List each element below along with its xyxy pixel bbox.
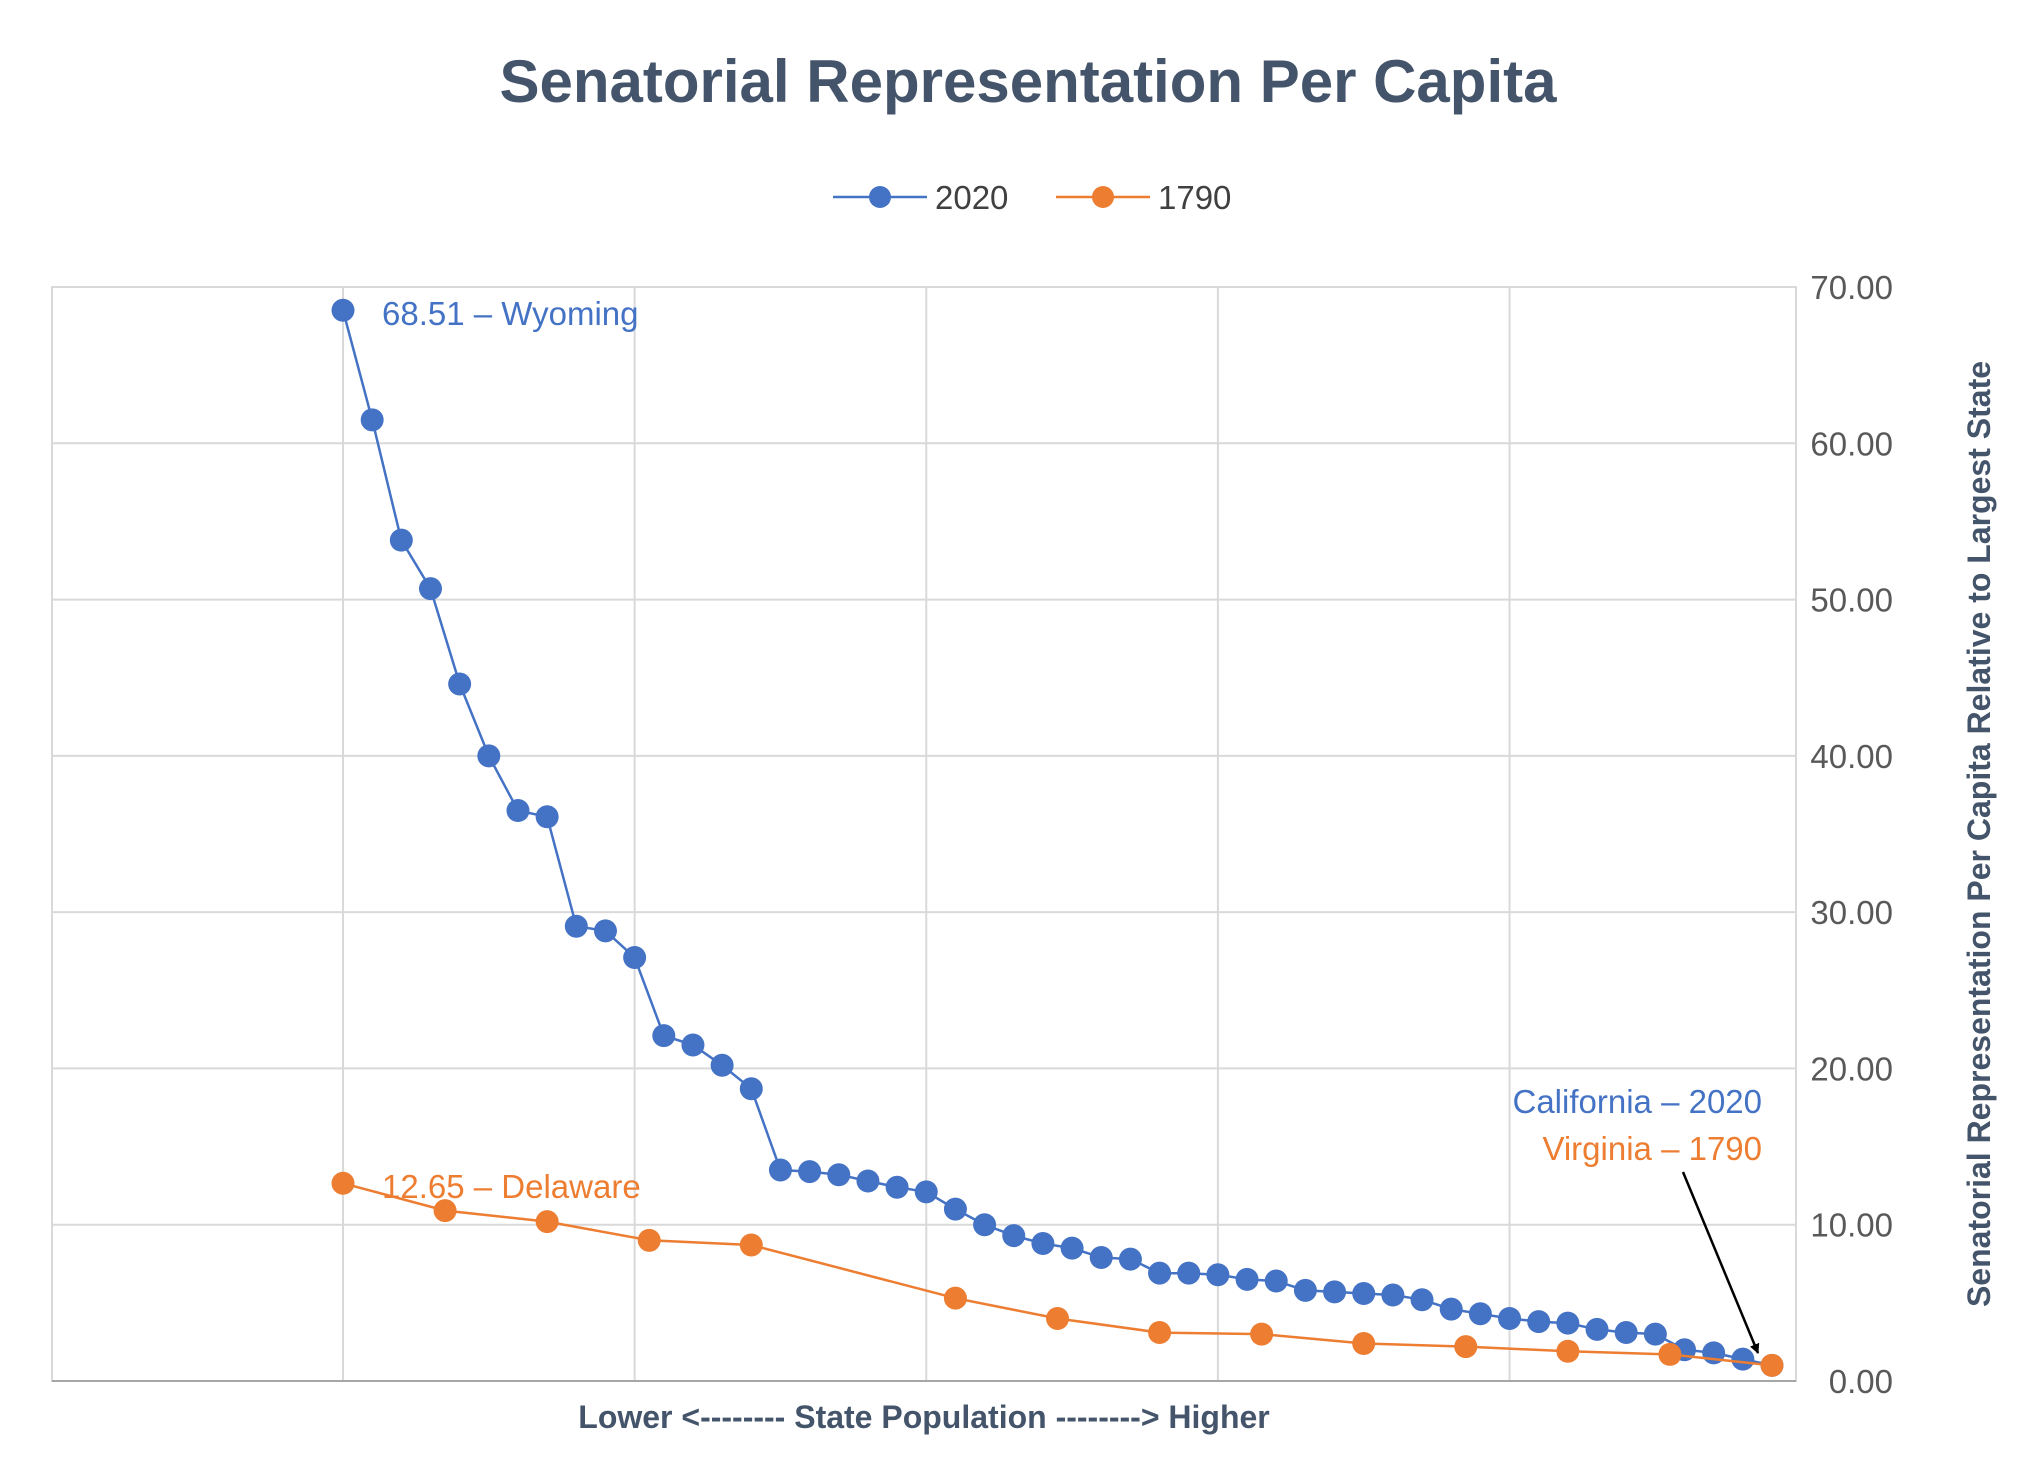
series-line-2020: [341, 309, 1773, 1367]
data-point-2020: [798, 1160, 822, 1184]
series-line-1790: [342, 1182, 1773, 1367]
data-point-2020: [448, 672, 472, 696]
y-tick-label: 50.00: [1810, 582, 1893, 619]
annotation-virginia: Virginia – 1790: [1542, 1130, 1762, 1167]
data-point-2020: [681, 1033, 705, 1057]
data-point-2020: [1031, 1231, 1055, 1255]
legend-marker-2020: [869, 186, 891, 208]
data-point-2020: [1439, 1297, 1463, 1321]
data-point-2020: [1235, 1267, 1259, 1291]
data-point-2020: [1352, 1281, 1376, 1305]
data-point-2020: [768, 1158, 792, 1182]
data-point-2020: [623, 945, 647, 969]
data-point-2020: [710, 1053, 734, 1077]
data-point-2020: [1089, 1246, 1113, 1270]
data-point-2020: [564, 914, 588, 938]
data-point-2020: [914, 1180, 938, 1204]
data-point-2020: [1556, 1311, 1580, 1335]
data-point-2020: [1060, 1236, 1084, 1260]
data-point-2020: [1264, 1269, 1288, 1293]
data-point-1790: [535, 1210, 559, 1234]
data-point-1790: [1352, 1331, 1376, 1355]
annotation-california: California – 2020: [1513, 1083, 1763, 1120]
legend: 2020 1790: [833, 179, 1231, 216]
data-point-2020: [1293, 1278, 1317, 1302]
x-axis-title: Lower <-------- State Population -------…: [578, 1399, 1269, 1435]
data-point-2020: [652, 1024, 676, 1048]
data-point-2020: [943, 1197, 967, 1221]
legend-marker-1790: [1092, 186, 1114, 208]
data-point-2020: [1118, 1247, 1142, 1271]
y-tick-label: 10.00: [1810, 1207, 1893, 1244]
series-layer: [331, 298, 1784, 1377]
data-point-1790: [1556, 1339, 1580, 1363]
legend-item-1790: 1790: [1056, 179, 1231, 216]
y-tick-label: 30.00: [1810, 894, 1893, 931]
data-point-2020: [1002, 1224, 1026, 1248]
data-point-2020: [389, 528, 413, 552]
annotation-arrow: [1681, 1171, 1760, 1354]
data-point-1790: [1046, 1306, 1069, 1330]
data-point-2020: [1323, 1280, 1347, 1304]
y-axis-title: Senatorial Representation Per Capita Rel…: [1961, 361, 1997, 1307]
y-tick-label: 70.00: [1810, 269, 1893, 306]
data-point-2020: [593, 919, 617, 943]
data-point-2020: [1498, 1306, 1522, 1330]
y-tick-label: 0.00: [1829, 1363, 1893, 1400]
data-point-2020: [1468, 1302, 1492, 1326]
y-tick-label: 40.00: [1810, 738, 1893, 775]
legend-item-2020: 2020: [833, 179, 1008, 216]
data-point-1790: [1760, 1353, 1784, 1377]
data-point-2020: [973, 1213, 997, 1237]
data-point-2020: [418, 577, 442, 601]
data-point-1790: [1148, 1321, 1172, 1345]
plot-area: [51, 286, 1797, 1382]
data-point-2020: [1585, 1317, 1609, 1341]
y-tick-label: 60.00: [1810, 425, 1893, 462]
data-point-2020: [1614, 1321, 1638, 1345]
data-point-1790: [739, 1233, 763, 1257]
data-point-2020: [506, 799, 530, 823]
data-point-2020: [827, 1163, 851, 1187]
data-point-2020: [739, 1077, 763, 1101]
legend-label-2020: 2020: [935, 179, 1008, 216]
data-point-2020: [477, 744, 501, 768]
data-point-1790: [1454, 1335, 1478, 1359]
series-1790: [331, 1171, 1784, 1377]
data-point-2020: [1381, 1283, 1405, 1307]
data-point-2020: [535, 805, 559, 829]
data-point-2020: [1643, 1322, 1667, 1346]
annotation-delaware: 12.65 – Delaware: [382, 1168, 641, 1205]
series-2020: [331, 298, 1784, 1377]
data-point-2020: [331, 298, 355, 322]
data-point-1790: [637, 1228, 661, 1252]
y-axis-ticks: 0.00 10.00 20.00 30.00 40.00 50.00 60.00 70.00: [1810, 269, 1893, 1400]
y-tick-label: 20.00: [1810, 1050, 1893, 1087]
gridlines: [52, 286, 1796, 1381]
chart-title: Senatorial Representation Per Capita: [500, 48, 1558, 115]
data-point-2020: [1206, 1263, 1230, 1287]
data-point-1790: [331, 1171, 355, 1195]
annotation-wyoming: 68.51 – Wyoming: [382, 295, 639, 332]
data-point-2020: [1527, 1310, 1551, 1334]
data-point-2020: [856, 1169, 880, 1193]
data-point-1790: [433, 1199, 457, 1223]
data-point-2020: [1731, 1347, 1755, 1371]
data-point-2020: [1177, 1261, 1201, 1285]
data-point-2020: [360, 408, 384, 432]
plot-border: [51, 286, 1797, 1382]
data-point-2020: [885, 1175, 909, 1199]
data-point-1790: [1658, 1342, 1682, 1366]
data-point-1790: [1250, 1322, 1274, 1346]
data-point-1790: [943, 1286, 967, 1310]
data-point-2020: [1148, 1261, 1172, 1285]
data-point-2020: [1410, 1288, 1434, 1312]
legend-label-1790: 1790: [1158, 179, 1231, 216]
